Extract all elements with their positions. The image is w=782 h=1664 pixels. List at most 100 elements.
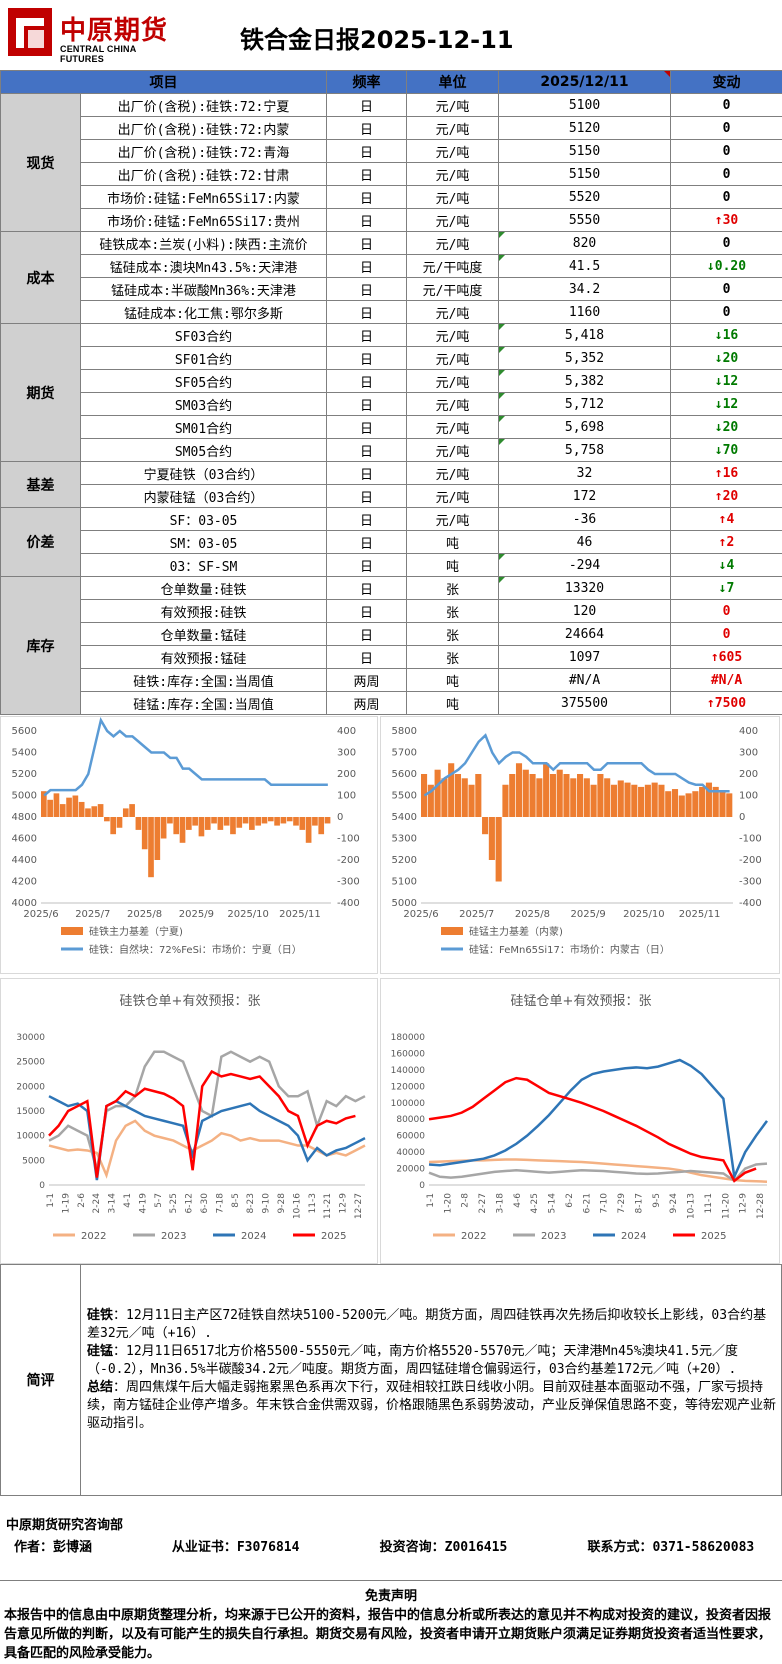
arrow-down-icon: ↓ bbox=[714, 327, 723, 343]
value-cell: 5,352 bbox=[498, 346, 671, 370]
frequency-cell: 日 bbox=[326, 507, 407, 531]
unit-cell: 元/吨 bbox=[406, 208, 499, 232]
change-cell: 0 bbox=[670, 139, 782, 163]
item-cell: SF：03-05 bbox=[80, 507, 327, 531]
item-cell: 有效预报:锰硅 bbox=[80, 645, 327, 669]
item-cell: 有效预报:硅铁 bbox=[80, 599, 327, 623]
frequency-cell: 日 bbox=[326, 277, 407, 301]
basis-bar bbox=[167, 817, 173, 824]
x-tick-label: 12-9 bbox=[739, 1193, 749, 1214]
unit-cell: 元/吨 bbox=[406, 323, 499, 347]
unit-cell: 元/吨 bbox=[406, 415, 499, 439]
basis-bar bbox=[692, 791, 699, 817]
chart-title: 硅铁仓单+有效预报：张 bbox=[120, 994, 261, 1009]
legend-label-basis: 硅铁主力基差（宁夏) bbox=[89, 925, 183, 938]
unit-cell: 吨 bbox=[406, 553, 499, 577]
change-cell: ↓16 bbox=[670, 323, 782, 347]
basis-bar bbox=[461, 778, 468, 817]
table-row: 仓单数量:锰硅日张 24664 0 bbox=[1, 622, 782, 646]
basis-bar bbox=[441, 778, 448, 817]
change-cell: 0 bbox=[670, 162, 782, 186]
basis-bar bbox=[122, 808, 129, 817]
basis-bar bbox=[651, 782, 658, 817]
header-unit: 单位 bbox=[406, 70, 499, 94]
y-right-tick-label: 100 bbox=[739, 791, 758, 802]
series-line bbox=[428, 1158, 768, 1183]
y-tick-label: 20000 bbox=[396, 1165, 425, 1175]
basis-bar bbox=[293, 817, 299, 826]
unit-cell: 张 bbox=[406, 622, 499, 646]
basis-bar bbox=[685, 793, 692, 817]
x-tick-label: 11-1 bbox=[704, 1193, 714, 1213]
basis-bar bbox=[179, 817, 186, 843]
basis-bar bbox=[141, 817, 148, 850]
advisory-number: 投资咨询：Z0016415 bbox=[379, 1540, 508, 1555]
basis-bar bbox=[110, 817, 117, 835]
basis-bar bbox=[242, 817, 249, 824]
item-cell: 出厂价(含税):硅铁:72:青海 bbox=[80, 139, 327, 163]
basis-bar bbox=[97, 804, 104, 817]
x-tick-label: 6-2 bbox=[565, 1193, 575, 1208]
legend-label: 2022 bbox=[81, 1231, 106, 1242]
x-tick-label: 5-25 bbox=[169, 1193, 179, 1213]
y-right-tick-label: -200 bbox=[739, 855, 762, 866]
arrow-up-icon: ↑ bbox=[718, 534, 727, 550]
basis-bar bbox=[515, 763, 523, 817]
basis-bar bbox=[421, 774, 428, 817]
basis-bar bbox=[154, 817, 161, 860]
basis-bar bbox=[198, 817, 205, 837]
unit-cell: 元/吨 bbox=[406, 484, 499, 508]
item-cell: SM01合约 bbox=[80, 415, 327, 439]
item-cell: 锰硅成本:半碳酸Mn36%:天津港 bbox=[80, 277, 327, 301]
value-cell: 13320 bbox=[498, 576, 671, 600]
frequency-cell: 日 bbox=[326, 162, 407, 186]
value-cell: 5150 bbox=[498, 162, 671, 186]
header-frequency: 频率 bbox=[326, 70, 407, 94]
x-tick-label: 10-13 bbox=[687, 1193, 697, 1219]
table-row: SM03合约日元/吨 5,712 ↓12 bbox=[1, 392, 782, 416]
y-tick-label: 0 bbox=[419, 1181, 425, 1191]
basis-bar bbox=[502, 784, 509, 817]
frequency-cell: 日 bbox=[326, 530, 407, 554]
change-cell: ↓4 bbox=[670, 553, 782, 577]
frequency-cell: 日 bbox=[326, 599, 407, 623]
value-cell: 375500 bbox=[498, 691, 671, 715]
x-tick-label: 10-16 bbox=[292, 1193, 302, 1219]
table-row: 锰硅成本:化工焦:鄂尔多斯日元/吨 1160 0 bbox=[1, 300, 782, 324]
x-tick-label: 9-5 bbox=[652, 1193, 662, 1208]
y-right-tick-label: 200 bbox=[337, 769, 356, 780]
x-tick-label: 11-21 bbox=[323, 1193, 333, 1219]
frequency-cell: 日 bbox=[326, 369, 407, 393]
frequency-cell: 日 bbox=[326, 576, 407, 600]
frequency-cell: 日 bbox=[326, 185, 407, 209]
x-tick-label: 12-27 bbox=[354, 1193, 364, 1219]
basis-bar bbox=[116, 817, 123, 828]
x-tick-label: 2025/10 bbox=[623, 909, 665, 920]
y-left-tick-label: 5700 bbox=[392, 748, 417, 759]
x-tick-label: 11-3 bbox=[308, 1193, 318, 1213]
y-right-tick-label: -100 bbox=[337, 834, 360, 845]
chart-silicomanganese-basis: 5000 5100 5200 5300 5400 5500 5600 5700 5800 -400… bbox=[380, 716, 780, 974]
table-row: 库存 仓单数量:硅铁日张 13320 ↓7 bbox=[0, 576, 782, 715]
arrow-down-icon: ↓ bbox=[714, 442, 723, 458]
value-cell: 5,712 bbox=[498, 392, 671, 416]
x-tick-label: 4-19 bbox=[138, 1193, 148, 1214]
table-row: 期货 SF03合约日元/吨 5,418 ↓16 bbox=[0, 323, 782, 462]
basis-bar bbox=[719, 791, 726, 817]
basis-bar bbox=[280, 817, 287, 824]
company-logo: 中原期货 CENTRAL CHINA FUTURES bbox=[8, 8, 178, 64]
y-right-tick-label: 400 bbox=[337, 726, 356, 737]
frequency-cell: 日 bbox=[326, 323, 407, 347]
change-cell: ↓70 bbox=[670, 438, 782, 462]
x-tick-label: 9-24 bbox=[669, 1193, 679, 1214]
item-cell: 仓单数量:硅铁 bbox=[80, 576, 327, 600]
y-right-tick-label: 200 bbox=[739, 769, 758, 780]
basis-bar bbox=[712, 786, 719, 817]
basis-bar bbox=[160, 817, 167, 839]
table-row: 出厂价(含税):硅铁:72:内蒙日元/吨 5120 0 bbox=[1, 116, 782, 140]
unit-cell: 元/干吨度 bbox=[406, 254, 499, 278]
chart-silicomanganese-warrants: 硅锰仓单+有效预报：张 0 20000 40000 60000 80000 100000 12… bbox=[380, 978, 780, 1264]
arrow-down-icon: ↓ bbox=[718, 580, 727, 596]
unit-cell: 元/吨 bbox=[406, 139, 499, 163]
chart-ferrosilicon-basis-svg: 400042004400460048005000520054005600-400… bbox=[12, 717, 360, 956]
